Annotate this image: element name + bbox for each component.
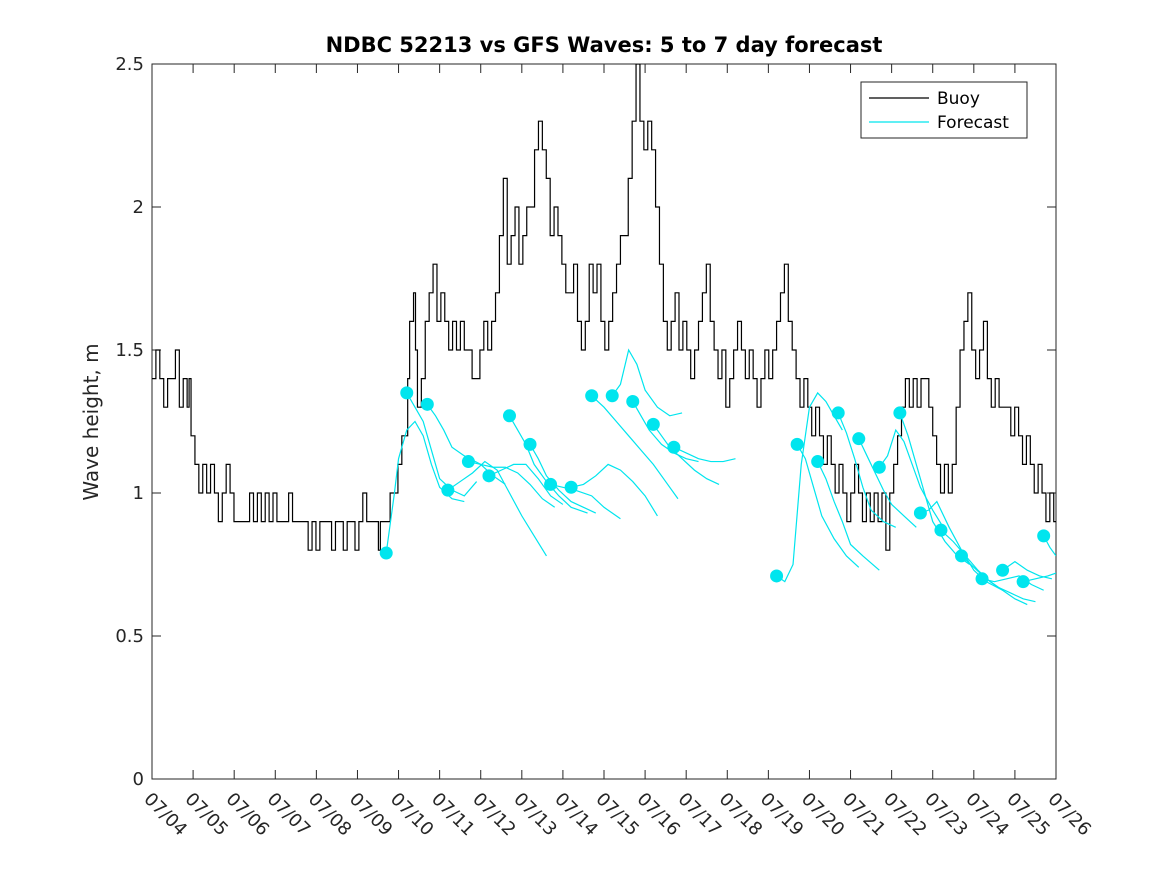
forecast-start-point (893, 406, 907, 420)
forecast-trace (878, 428, 946, 531)
forecast-start-point (544, 477, 558, 491)
forecast-trace (981, 575, 1044, 591)
forecast-start-point (502, 409, 516, 423)
forecast-trace (447, 460, 547, 557)
forecast-trace (652, 424, 720, 485)
forecast-start-point (626, 394, 640, 408)
forecast-start-point (400, 386, 414, 400)
legend-box (860, 81, 1028, 139)
forecast-start-point (934, 523, 948, 537)
axes-box (151, 63, 1057, 780)
forecast-start-point (872, 460, 886, 474)
y-tick-label: 2 (133, 197, 144, 218)
forecast-start-point (646, 417, 660, 431)
forecast-start-point (605, 389, 619, 403)
forecast-trace (529, 444, 597, 514)
forecast-start-point (564, 480, 578, 494)
plot-data-group (152, 64, 1056, 606)
forecast-trace (406, 392, 478, 497)
forecast-start-point (790, 437, 804, 451)
forecast-start-point (420, 397, 434, 411)
forecast-trace (817, 461, 880, 571)
forecast-start-point (667, 440, 681, 454)
y-tick-label: 0 (133, 769, 144, 790)
y-tick-label: 2.5 (115, 54, 144, 75)
forecast-start-point (996, 563, 1010, 577)
forecast-trace (837, 412, 897, 528)
forecast-start-point (811, 455, 825, 469)
forecast-trace (632, 401, 699, 463)
forecast-trace (611, 348, 683, 417)
forecast-trace (591, 395, 679, 500)
y-tick-label: 1 (133, 483, 144, 504)
forecast-start-point (831, 406, 845, 420)
forecast-trace (776, 391, 843, 583)
forecast-start-point (482, 469, 496, 483)
forecast-start-point (523, 437, 537, 451)
forecast-start-point (954, 549, 968, 563)
legend: Buoy Forecast (860, 81, 1028, 139)
forecast-trace (488, 463, 564, 505)
forecast-start-point (461, 455, 475, 469)
forecast-trace (508, 415, 588, 514)
legend-label-forecast: Forecast (937, 113, 1009, 133)
forecast-trace (673, 446, 736, 463)
y-tick-label: 1.5 (115, 340, 144, 361)
forecast-start-point (1016, 575, 1030, 589)
forecast-trace (570, 463, 658, 517)
forecast-start-point (975, 572, 989, 586)
plot-area: 00.511.522.507/0407/0507/0607/0707/0807/… (115, 54, 1095, 840)
forecast-trace (899, 412, 971, 565)
forecast-start-point (379, 546, 393, 560)
forecast-trace (796, 444, 860, 568)
chart-title: NDBC 52213 vs GFS Waves: 5 to 7 day fore… (326, 33, 883, 57)
forecast-trace (468, 460, 556, 508)
y-axis-label: Wave height, m (79, 343, 103, 500)
forecast-start-point (770, 569, 784, 583)
forecast-start-point (1037, 529, 1051, 543)
forecast-start-point (913, 506, 927, 520)
forecast-trace (858, 438, 917, 528)
forecast-start-point (852, 432, 866, 446)
buoy-series-line (152, 64, 1056, 551)
forecast-start-point (585, 389, 599, 403)
forecast-trace (550, 483, 621, 520)
legend-label-buoy: Buoy (937, 89, 980, 109)
y-tick-label: 0.5 (115, 626, 144, 647)
forecast-start-point (441, 483, 455, 497)
forecast-trace (961, 555, 1036, 603)
